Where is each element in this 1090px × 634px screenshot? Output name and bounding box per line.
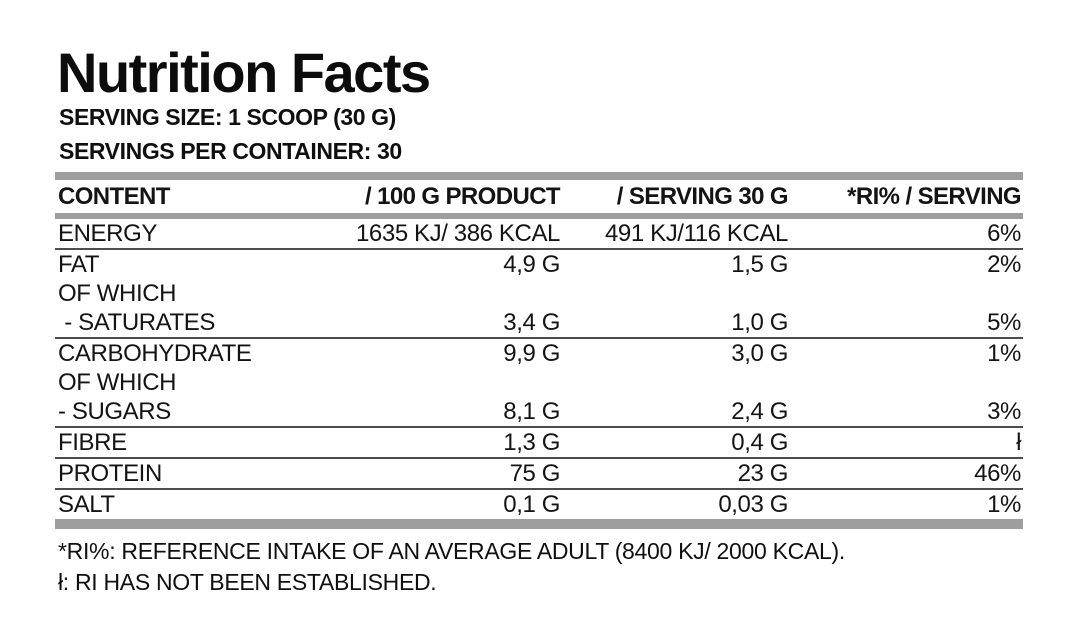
per-100g-value: 1,3 G <box>503 428 560 456</box>
per-serving-value: 1,5 G <box>731 250 788 278</box>
footnote-ri-not-established: ł: RI HAS NOT BEEN ESTABLISHED. <box>58 569 437 595</box>
ri-percent-value: 46% <box>974 459 1021 487</box>
footnote-reference-intake: *RI%: REFERENCE INTAKE OF AN AVERAGE ADU… <box>58 538 845 564</box>
row-separator-line <box>55 457 1023 459</box>
nutrient-name: OF WHICH <box>58 368 177 396</box>
table-row: ENERGY 1635 KJ/ 386 KCAL 491 KJ/116 KCAL… <box>55 219 1023 248</box>
ri-percent-value: 1% <box>987 339 1021 367</box>
column-header-per-serving: / SERVING 30 G <box>616 182 789 210</box>
table-row: FAT 4,9 G 1,5 G 2% <box>55 250 1023 279</box>
footnotes: *RI%: REFERENCE INTAKE OF AN AVERAGE ADU… <box>58 536 845 598</box>
table-row: OF WHICH <box>55 368 1023 397</box>
servings-per-container-text: SERVINGS PER CONTAINER: 30 <box>59 138 402 164</box>
table-row: - SATURATES 3,4 G 1,0 G 5% <box>55 308 1023 337</box>
row-separator-line <box>55 426 1023 428</box>
nutrient-name: - SUGARS <box>58 397 171 425</box>
per-serving-value: 23 G <box>737 459 789 487</box>
row-separator-line <box>55 337 1023 339</box>
ri-percent-value: 2% <box>987 250 1021 278</box>
table-bottom-bar <box>55 519 1023 529</box>
serving-size-text: SERVING SIZE: 1 SCOOP (30 G) <box>59 104 396 130</box>
per-serving-value: 3,0 G <box>731 339 788 367</box>
per-serving-value: 2,4 G <box>731 397 788 425</box>
ri-percent-value: 3% <box>987 397 1021 425</box>
ri-percent-value: 5% <box>987 308 1021 336</box>
nutrient-name: ENERGY <box>58 219 157 247</box>
table-row: CARBOHYDRATE 9,9 G 3,0 G 1% <box>55 339 1023 368</box>
nutrient-name: OF WHICH <box>58 279 177 307</box>
nutrient-name: - SATURATES <box>58 308 215 336</box>
per-serving-value: 0,03 G <box>718 490 788 518</box>
ri-percent-value: ł <box>1016 428 1021 456</box>
table-row: FIBRE 1,3 G 0,4 G ł <box>55 428 1023 457</box>
row-separator-line <box>55 488 1023 490</box>
nutrient-name: SALT <box>58 490 115 518</box>
per-100g-value: 8,1 G <box>503 397 560 425</box>
ri-percent-value: 6% <box>987 219 1021 247</box>
nutrient-name: FAT <box>58 250 100 278</box>
table-body: ENERGY 1635 KJ/ 386 KCAL 491 KJ/116 KCAL… <box>55 219 1023 519</box>
table-header-row: CONTENT / 100 G PRODUCT / SERVING 30 G *… <box>55 180 1023 213</box>
header-separator-bar <box>55 213 1023 219</box>
nutrition-table: CONTENT / 100 G PRODUCT / SERVING 30 G *… <box>55 172 1023 529</box>
per-100g-value: 4,9 G <box>503 250 560 278</box>
per-serving-value: 0,4 G <box>731 428 788 456</box>
nutrient-name: PROTEIN <box>58 459 162 487</box>
per-100g-value: 1635 KJ/ 386 KCAL <box>355 219 560 247</box>
column-header-per-100g: / 100 G PRODUCT <box>364 182 561 210</box>
table-row: SALT 0,1 G 0,03 G 1% <box>55 490 1023 519</box>
column-header-ri-percent: *RI% / SERVING <box>847 182 1021 210</box>
table-row: OF WHICH <box>55 279 1023 308</box>
table-row: PROTEIN 75 G 23 G 46% <box>55 459 1023 488</box>
nutrient-name: CARBOHYDRATE <box>58 339 252 367</box>
per-100g-value: 75 G <box>509 459 561 487</box>
per-100g-value: 9,9 G <box>503 339 560 367</box>
row-separator-line <box>55 248 1023 250</box>
ri-percent-value: 1% <box>987 490 1021 518</box>
per-100g-value: 3,4 G <box>503 308 560 336</box>
nutrient-name: FIBRE <box>58 428 127 456</box>
page-title: Nutrition Facts <box>57 41 431 104</box>
per-100g-value: 0,1 G <box>503 490 560 518</box>
per-serving-value: 1,0 G <box>731 308 788 336</box>
table-row: - SUGARS 8,1 G 2,4 G 3% <box>55 397 1023 426</box>
column-header-content: CONTENT <box>58 182 170 210</box>
table-top-bar <box>55 172 1023 180</box>
per-serving-value: 491 KJ/116 KCAL <box>604 219 788 247</box>
